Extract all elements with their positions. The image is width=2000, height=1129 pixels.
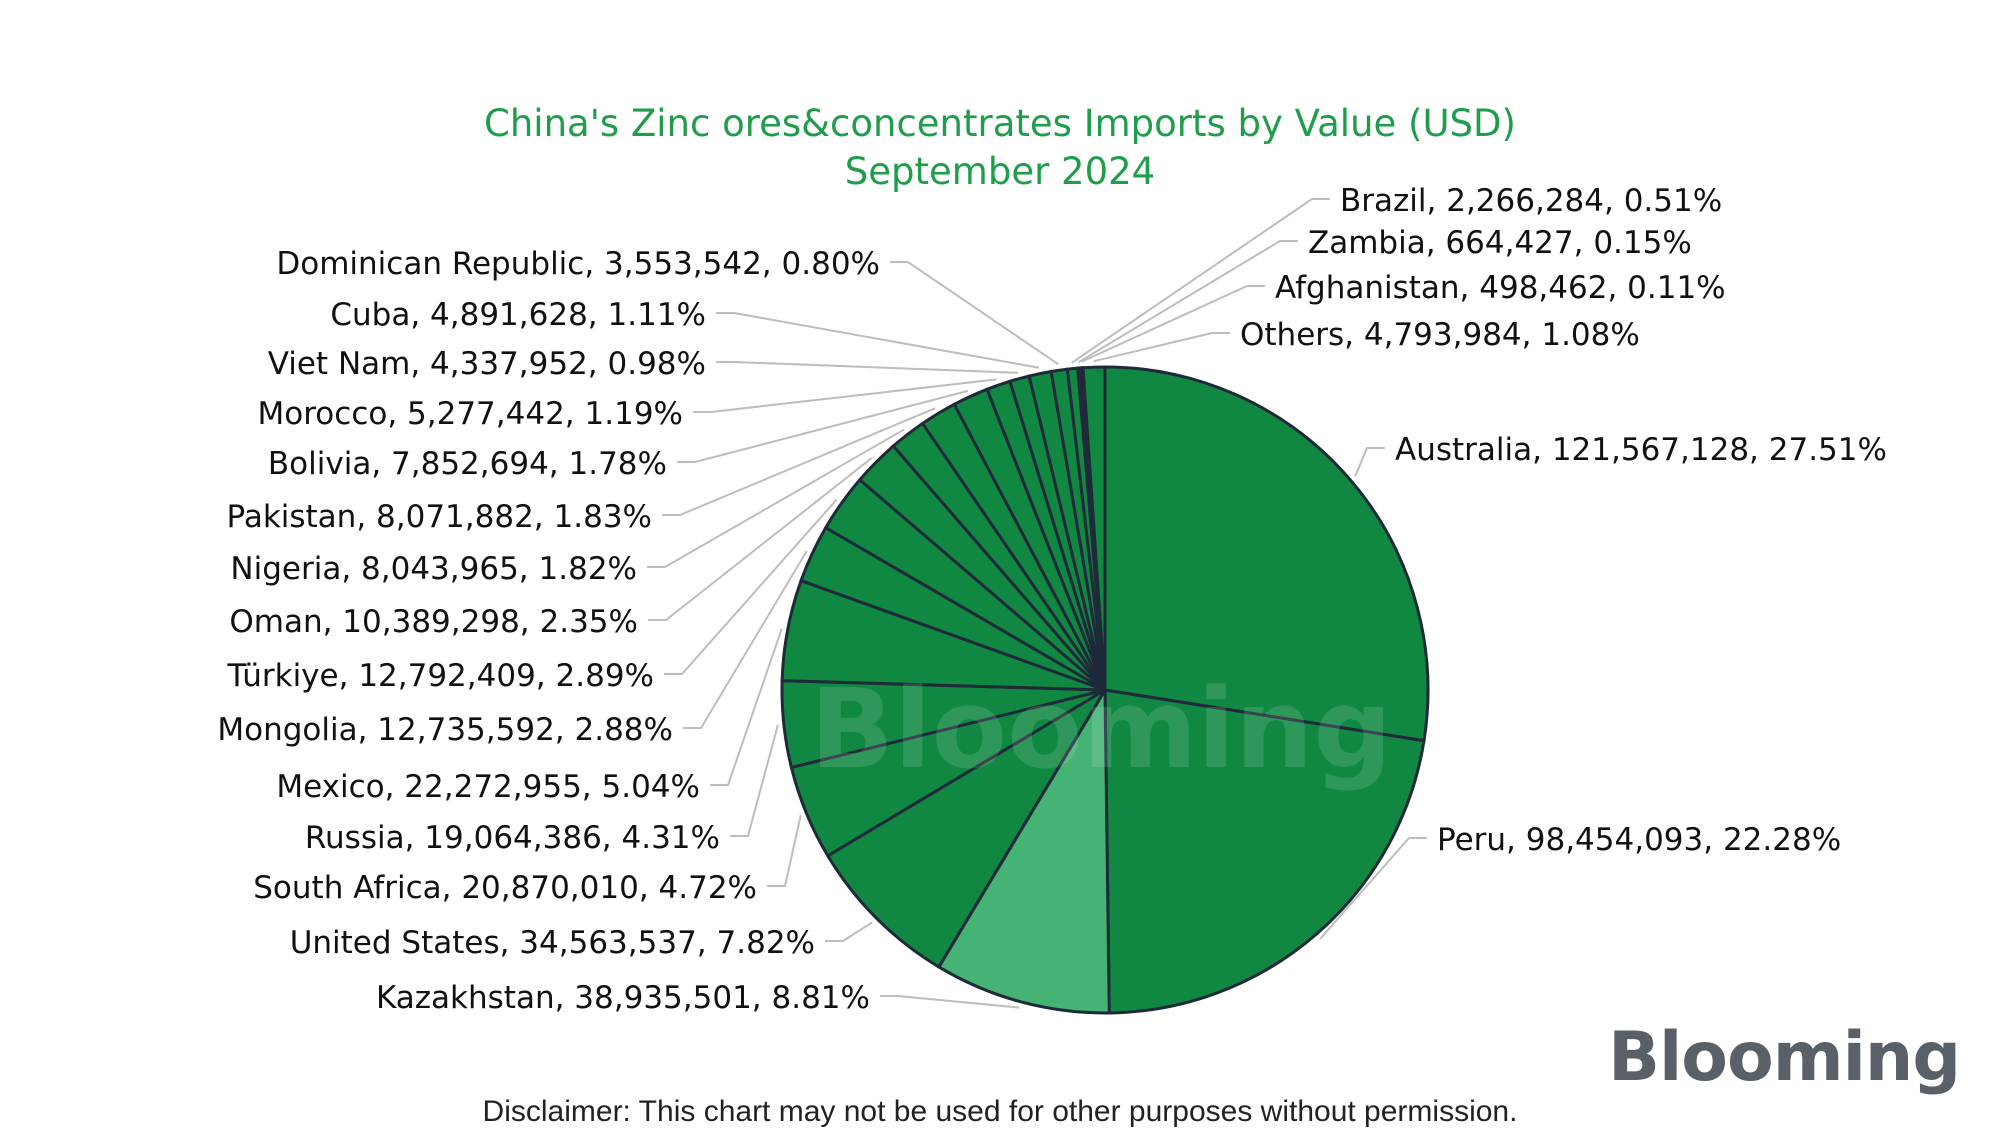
leader-line [1071, 198, 1330, 364]
leader-line [825, 921, 873, 942]
leader-line [1078, 240, 1298, 363]
slice-label: Morocco, 5,277,442, 1.19% [258, 396, 683, 432]
slice-label: Others, 4,793,984, 1.08% [1240, 317, 1640, 353]
leader-line [1354, 447, 1385, 477]
slice-labels: Australia, 121,567,128, 27.51% Peru, 98,4… [217, 183, 1887, 1016]
slice-label: Nigeria, 8,043,965, 1.82% [230, 551, 637, 587]
chart-title: China's Zinc ores&concentrates Imports b… [484, 102, 1516, 145]
leader-line [890, 261, 1059, 366]
leader-line [1081, 285, 1265, 363]
leader-line [664, 498, 838, 675]
pie-slices [780, 365, 1430, 1015]
pie-slice-others [1081, 365, 1107, 691]
slice-label: United States, 34,563,537, 7.82% [290, 925, 815, 961]
leader-line [677, 389, 969, 463]
leader-line [662, 407, 936, 516]
leader-line [647, 428, 905, 568]
leader-line [683, 550, 808, 729]
leader-line [767, 815, 802, 887]
leader-line [730, 724, 779, 837]
leader-line [710, 628, 783, 786]
leader-line [693, 378, 997, 413]
pie-slice-peru [1103, 688, 1426, 1015]
leader-lines [647, 198, 1427, 1009]
leader-line [716, 312, 1040, 369]
pie-slice-kazakhstan [936, 684, 1111, 1015]
leader-line [1319, 837, 1427, 940]
chart-subtitle: September 2024 [844, 150, 1156, 193]
slice-label: Türkiye, 12,792,409, 2.89% [227, 658, 654, 694]
slice-label: Australia, 121,567,128, 27.51% [1395, 432, 1887, 468]
slice-label: Kazakhstan, 38,935,501, 8.81% [376, 980, 870, 1016]
slice-label: Afghanistan, 498,462, 0.11% [1275, 270, 1726, 306]
slice-label: Cuba, 4,891,628, 1.11% [330, 297, 706, 333]
leader-line [648, 457, 873, 621]
leader-line [716, 361, 1018, 374]
pie-slice-australia [1103, 365, 1430, 743]
slice-label: Viet Nam, 4,337,952, 0.98% [268, 346, 706, 382]
slice-label: Brazil, 2,266,284, 0.51% [1340, 183, 1722, 219]
slice-label: Bolivia, 7,852,694, 1.78% [268, 446, 667, 482]
slice-label: Russia, 19,064,386, 4.31% [305, 820, 720, 856]
slice-label: Dominican Republic, 3,553,542, 0.80% [276, 246, 880, 282]
disclaimer-text: Disclaimer: This chart may not be used f… [482, 1095, 1518, 1128]
slice-label: Peru, 98,454,093, 22.28% [1437, 822, 1841, 858]
leader-line [880, 995, 1020, 1009]
slice-label: Oman, 10,389,298, 2.35% [229, 604, 638, 640]
slice-label: Pakistan, 8,071,882, 1.83% [227, 499, 652, 535]
brand-logo: Blooming [1608, 1018, 1961, 1097]
leader-line [1093, 332, 1230, 363]
slice-label: Mexico, 22,272,955, 5.04% [276, 769, 700, 805]
slice-label: Mongolia, 12,735,592, 2.88% [217, 712, 673, 748]
slice-label: Zambia, 664,427, 0.15% [1308, 225, 1692, 261]
pie-slice-united-states [825, 688, 1107, 970]
slice-label: South Africa, 20,870,010, 4.72% [253, 870, 757, 906]
